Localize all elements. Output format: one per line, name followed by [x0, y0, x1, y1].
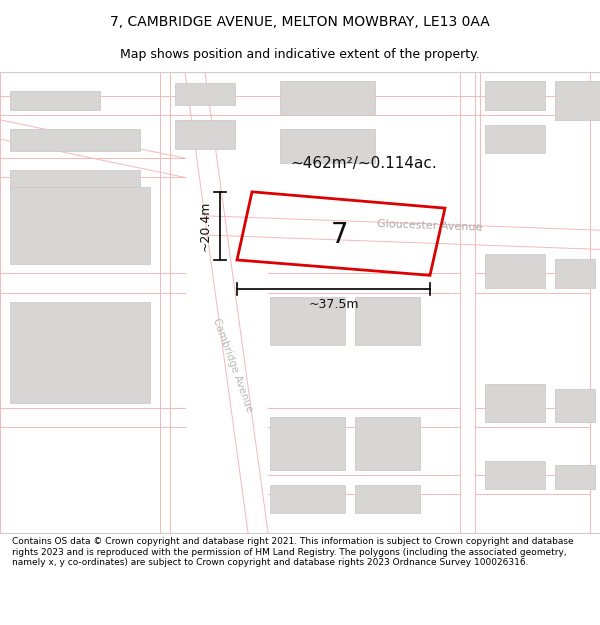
Polygon shape — [485, 81, 545, 110]
Polygon shape — [280, 129, 375, 163]
Polygon shape — [555, 81, 600, 120]
Polygon shape — [355, 484, 420, 513]
Text: 7: 7 — [331, 221, 349, 249]
Polygon shape — [10, 129, 140, 151]
Polygon shape — [485, 461, 545, 489]
Polygon shape — [555, 259, 595, 288]
Polygon shape — [485, 384, 545, 422]
Polygon shape — [485, 254, 545, 288]
Polygon shape — [270, 418, 345, 470]
Polygon shape — [270, 484, 345, 513]
Polygon shape — [10, 302, 150, 403]
Text: Gloucester Avenue: Gloucester Avenue — [377, 219, 483, 232]
Polygon shape — [280, 81, 375, 115]
Polygon shape — [10, 187, 150, 264]
Text: Map shows position and indicative extent of the property.: Map shows position and indicative extent… — [120, 48, 480, 61]
Polygon shape — [185, 72, 268, 532]
Polygon shape — [175, 83, 235, 106]
Polygon shape — [485, 124, 545, 154]
Polygon shape — [175, 120, 235, 149]
Polygon shape — [10, 170, 140, 192]
Text: Contains OS data © Crown copyright and database right 2021. This information is : Contains OS data © Crown copyright and d… — [12, 538, 574, 568]
Polygon shape — [480, 72, 600, 230]
Text: Cambridge Avenue: Cambridge Avenue — [211, 316, 254, 413]
Polygon shape — [555, 389, 595, 422]
Text: 7, CAMBRIDGE AVENUE, MELTON MOWBRAY, LE13 0AA: 7, CAMBRIDGE AVENUE, MELTON MOWBRAY, LE1… — [110, 16, 490, 29]
Polygon shape — [355, 298, 420, 346]
Polygon shape — [205, 216, 600, 249]
Text: ~37.5m: ~37.5m — [308, 298, 359, 311]
Text: ~462m²/~0.114ac.: ~462m²/~0.114ac. — [290, 156, 437, 171]
Polygon shape — [355, 418, 420, 470]
Polygon shape — [270, 298, 345, 346]
Text: ~20.4m: ~20.4m — [199, 201, 212, 251]
Polygon shape — [555, 466, 595, 489]
Polygon shape — [10, 91, 100, 110]
